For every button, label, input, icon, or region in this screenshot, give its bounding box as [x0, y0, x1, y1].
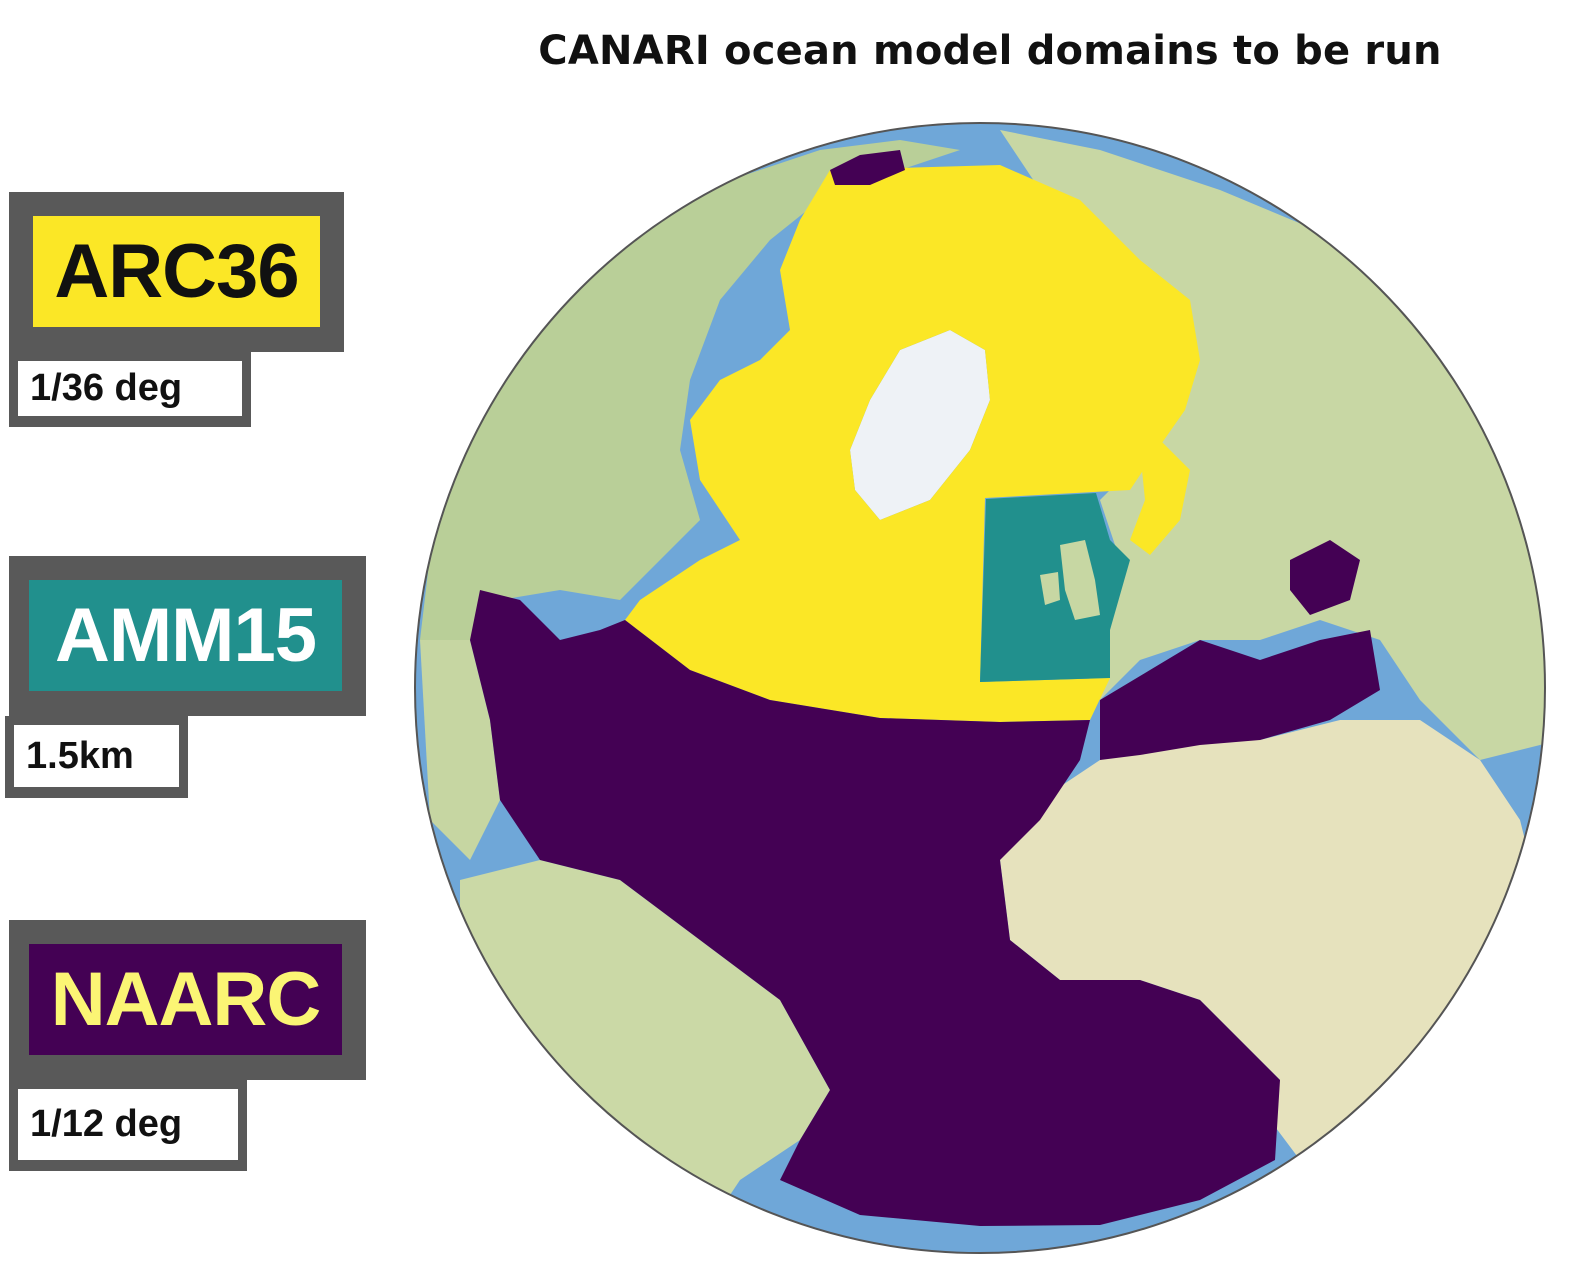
globe-map	[0, 0, 1584, 1282]
